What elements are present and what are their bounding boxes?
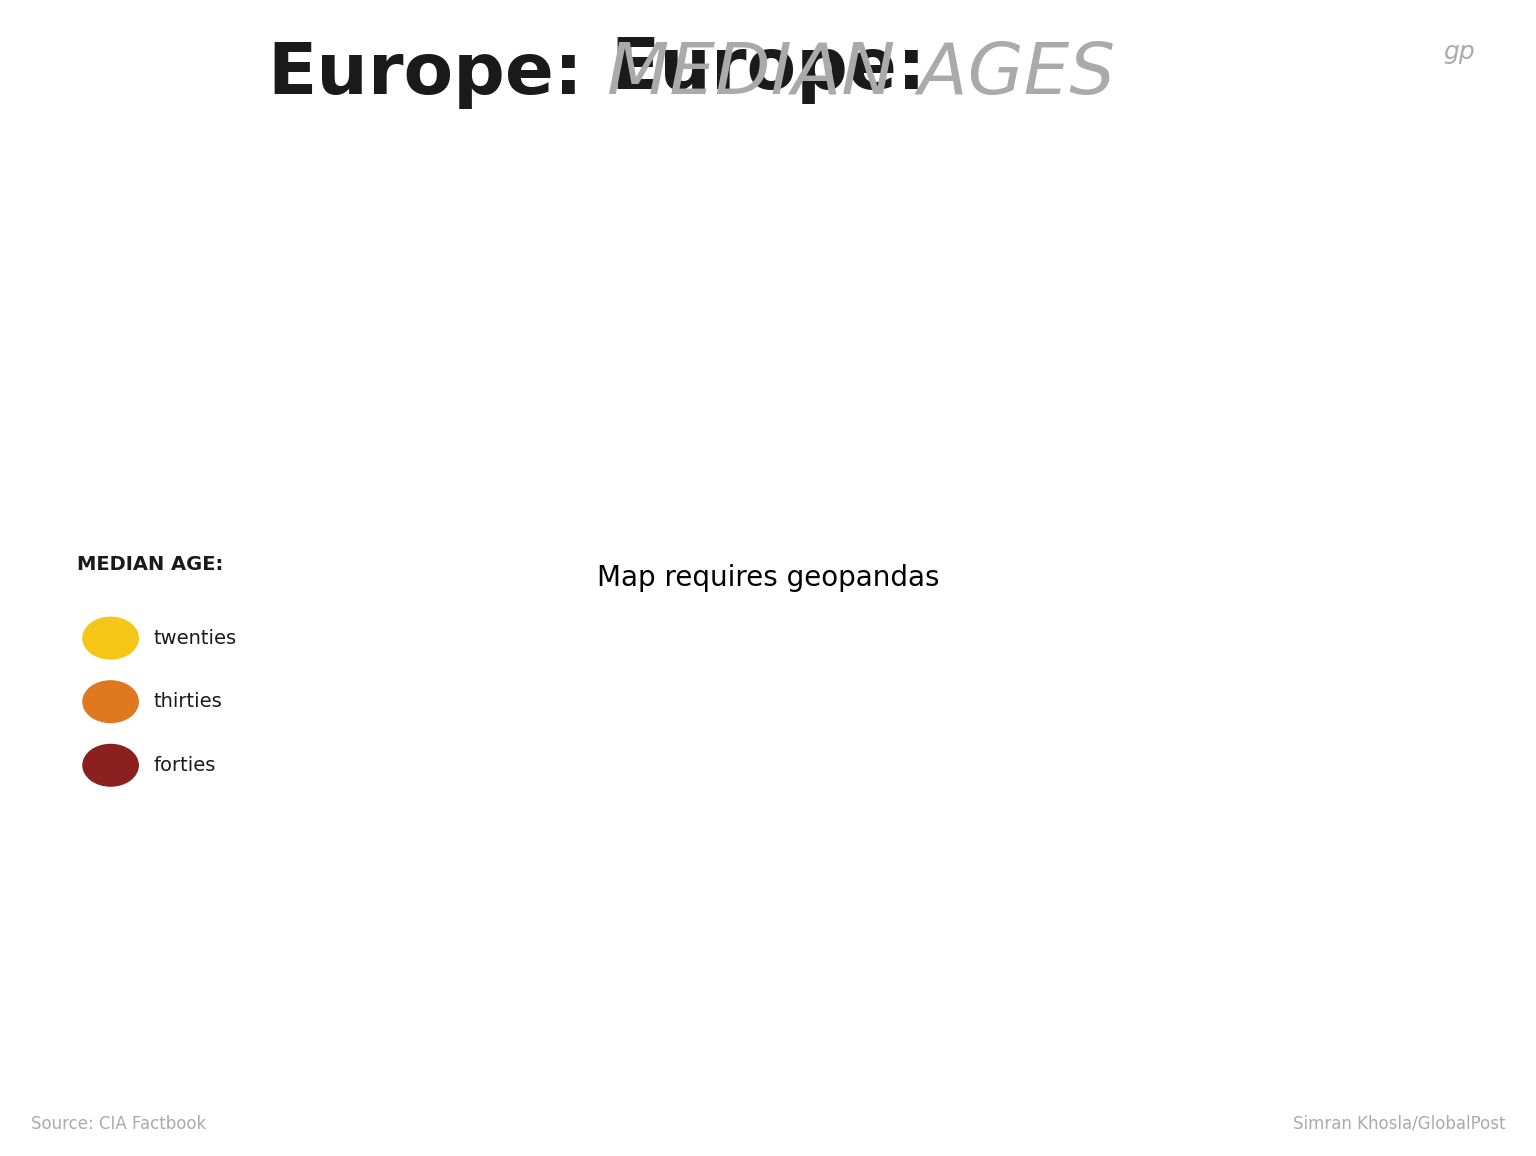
Text: Europe:: Europe: xyxy=(267,40,584,110)
Text: twenties: twenties xyxy=(154,629,237,647)
Text: Europe:: Europe: xyxy=(610,35,926,104)
Text: forties: forties xyxy=(154,756,217,775)
Text: MEDIAN AGES: MEDIAN AGES xyxy=(584,40,1115,110)
Text: gp: gp xyxy=(1442,40,1475,65)
Text: MEDIAN AGE:: MEDIAN AGE: xyxy=(77,555,223,573)
Text: Map requires geopandas: Map requires geopandas xyxy=(598,564,938,592)
Text: Simran Khosla/GlobalPost: Simran Khosla/GlobalPost xyxy=(1293,1114,1505,1133)
Text: thirties: thirties xyxy=(154,692,223,711)
Text: Source: CIA Factbook: Source: CIA Factbook xyxy=(31,1114,206,1133)
